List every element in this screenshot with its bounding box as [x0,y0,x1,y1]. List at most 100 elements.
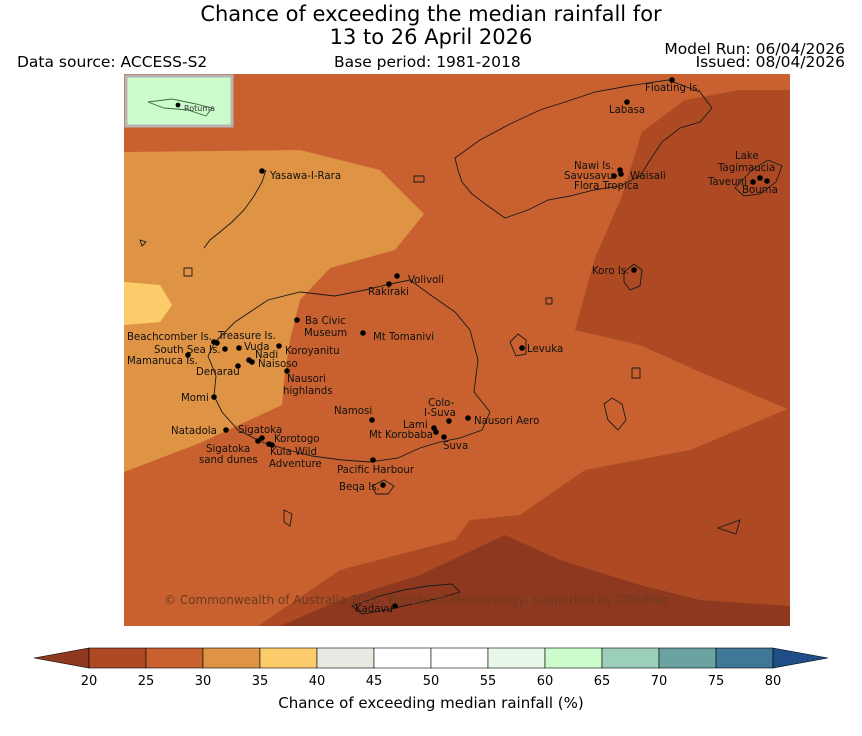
marker-koroyanitu [276,343,282,349]
marker-namosi [369,417,375,423]
label-koroyanitu: Koroyanitu [285,346,340,357]
label-mt-tomanivi: Mt Tomanivi [373,332,434,343]
marker-colo-2 [446,418,452,424]
place-labels: Floating Is.Labasa Nawi Is.Savusavu Waisal… [127,77,778,615]
colorbar-tick-label: 35 [252,674,269,689]
coast-taveuni [734,159,783,197]
colorbar-tick-label: 45 [366,674,383,689]
shading-20-25-south [258,408,790,626]
label-sigatoka-dunes-1: Sigatoka [206,444,250,455]
label-lami: Lami [403,420,428,431]
coast-koro [623,263,643,291]
marker-sigatoka [259,435,265,441]
label-naisoso: Naisoso [258,359,298,370]
label-bouma: Bouma [742,185,778,196]
label-beqa: Beqa Is. [339,482,380,493]
label-waisali: Waisali [630,171,666,182]
colorbar-cell [544,647,603,669]
rotuma-label: Rotuma [184,104,215,113]
label-kula-2: Adventure [269,459,322,470]
rotuma-inset: Rotuma [124,74,234,128]
label-levuka: Levuka [527,344,563,355]
colorbar-tick-label: 65 [594,674,611,689]
label-lake-tagimaucia-2: Tagimaucia [717,163,775,174]
colorbar-cell [487,647,546,669]
shading-30-35-west [124,150,424,472]
label-lake-tagimaucia-1: Lake [735,151,759,162]
label-treasure: Treasure Is. [217,331,276,342]
label-pacific-harbour: Pacific Harbour [337,465,415,476]
label-momi: Momi [181,393,209,404]
shading-below-20 [280,535,790,626]
colorbar-tick-label: 50 [423,674,440,689]
marker-taveuni [750,179,756,185]
colorbar-tick-label: 25 [138,674,155,689]
label-kadavu: Kadavu [355,604,393,615]
label-savusavu: Savusavu [564,171,613,182]
label-vuda: Vuda [244,342,269,353]
colorbar-cell [259,647,318,669]
data-source: Data source: ACCESS-S2 [17,53,208,71]
label-sigatoka-dunes-2: sand dunes [199,455,258,466]
label-kula-1: Kula Wild [270,447,317,458]
label-labasa: Labasa [609,105,645,116]
colorbar-cell [715,647,774,669]
marker-nausori-hl-1 [284,368,290,374]
label-colo-2: I-Suva [424,408,456,419]
label-yasawa: Yasawa-I-Rara [269,171,341,182]
colorbar-cell [373,647,432,669]
label-beachcomber: Beachcomber Is. [127,332,212,343]
colorbar-tick-label: 60 [537,674,554,689]
colorbar-tick-label: 75 [708,674,725,689]
label-floating-is: Floating Is. [645,83,701,94]
marker-sigatoka-dunes-1 [255,438,261,444]
coastlines [139,79,783,615]
marker-volivoli [394,273,400,279]
base-period: Base period: 1981-2018 [334,53,521,71]
label-nawi-is: Nawi Is. [574,161,614,172]
marker-treasure [214,340,220,346]
coast-vanua-levu [454,79,713,219]
marker-mt-tomanivi [360,330,366,336]
label-ba-civic-1: Ba Civic [305,316,346,327]
colorbar-cell [601,647,660,669]
marker-vuda [236,345,242,351]
coast-beqa [371,479,395,495]
colorbar-under-arrow [33,647,90,669]
marker-kula-1 [269,442,275,448]
colorbar-tick-label: 40 [309,674,326,689]
marker-yasawa [259,168,265,174]
marker-nausori-aero [465,415,471,421]
marker-koro-is [631,267,637,273]
colorbar-cell [145,647,204,669]
label-mamanuca: Mamanuca Is. [127,356,198,367]
label-volivoli: Volivoli [408,275,444,286]
marker-ba-civic-1 [294,317,300,323]
coast-small-islands [139,175,741,535]
copyright-note: © Commonwealth of Australia 2026, Bureau… [164,593,669,607]
marker-labasa [624,99,630,105]
label-suva: Suva [443,441,468,452]
coast-kadavu [351,583,461,615]
marker-denarau [235,363,241,369]
label-ba-civic-2: Museum [304,328,347,339]
colorbar-cell [430,647,489,669]
marker-waisali [618,171,624,177]
label-flora-tropica: Flora Tropica [574,181,639,192]
colorbar-cell [88,647,147,669]
colorbar-cell [658,647,717,669]
label-rakiraki: Rakiraki [368,287,409,298]
colorbar-tick-label: 70 [651,674,668,689]
label-namosi: Namosi [334,406,372,417]
colorbar-cell [202,647,261,669]
label-nausori-hl-2: highlands [283,386,333,397]
label-nausori-aero: Nausori Aero [474,416,539,427]
marker-mt-korobaba [433,429,439,435]
label-natadola: Natadola [171,426,217,437]
colorbar-tick-label: 20 [81,674,98,689]
marker-south-sea [222,346,228,352]
issued-date: Issued: 08/04/2026 [695,53,845,71]
model-run: Model Run: 06/04/2026 [664,40,845,58]
colorbar-tick-label: 30 [195,674,212,689]
